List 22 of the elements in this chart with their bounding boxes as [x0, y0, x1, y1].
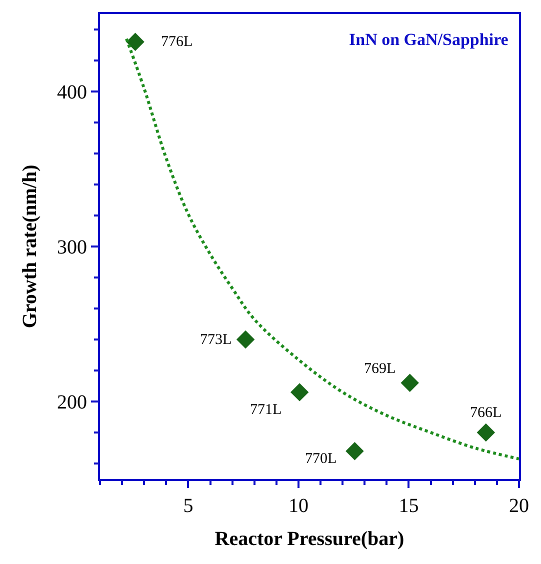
y-tick-label: 400 — [57, 82, 87, 104]
point — [236, 330, 255, 349]
point — [126, 32, 144, 51]
annotation: 776L — [161, 34, 193, 50]
annotation: 770L — [305, 451, 337, 467]
point — [400, 374, 419, 392]
y-tick-label: 300 — [57, 236, 87, 258]
x-tick-label: 20 — [509, 495, 529, 517]
annotation: InN on GaN/Sapphire — [349, 30, 509, 49]
point — [346, 442, 364, 460]
y-tick-label: 200 — [57, 392, 87, 414]
annotation: 766L — [470, 405, 502, 421]
point — [476, 423, 496, 442]
x-axis-title: Reactor Pressure(bar) — [214, 528, 404, 550]
annotation: 771L — [250, 402, 282, 418]
annotation: 773L — [200, 332, 232, 348]
x-tick-label: 10 — [288, 495, 308, 517]
x-tick-label: 15 — [398, 495, 419, 517]
x-tick-label: 5 — [183, 495, 194, 517]
point — [290, 383, 309, 402]
y-axis-title: Growth rate(nm/h) — [19, 164, 41, 328]
annotation: 769L — [364, 361, 396, 377]
